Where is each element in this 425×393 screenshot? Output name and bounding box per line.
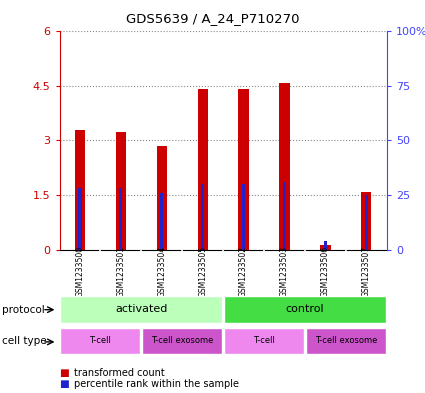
Bar <box>224 328 304 354</box>
Text: GSM1233503: GSM1233503 <box>280 246 289 297</box>
Bar <box>157 146 167 250</box>
Bar <box>160 193 163 250</box>
Bar <box>320 245 331 250</box>
Bar <box>306 328 386 354</box>
Text: GSM1233501: GSM1233501 <box>116 246 125 297</box>
Bar <box>224 296 386 323</box>
Bar <box>238 88 249 250</box>
Bar <box>242 184 245 250</box>
Text: T-cell exosome: T-cell exosome <box>151 336 213 345</box>
Text: transformed count: transformed count <box>74 367 165 378</box>
Text: GSM1233505: GSM1233505 <box>198 246 207 297</box>
Bar <box>75 130 85 250</box>
Bar <box>201 184 204 250</box>
Bar <box>142 328 222 354</box>
Bar <box>324 241 327 250</box>
Bar <box>60 296 222 323</box>
Text: cell type: cell type <box>2 336 47 346</box>
Bar <box>365 195 368 250</box>
Text: ■: ■ <box>60 379 69 389</box>
Bar <box>279 83 289 250</box>
Text: GDS5639 / A_24_P710270: GDS5639 / A_24_P710270 <box>126 12 299 25</box>
Bar <box>116 132 126 250</box>
Text: percentile rank within the sample: percentile rank within the sample <box>74 379 239 389</box>
Text: activated: activated <box>115 305 167 314</box>
Text: GSM1233500: GSM1233500 <box>76 246 85 297</box>
Bar <box>78 189 82 250</box>
Bar <box>198 89 208 250</box>
Text: T-cell: T-cell <box>253 336 275 345</box>
Text: GSM1233502: GSM1233502 <box>239 246 248 297</box>
Text: GSM1233506: GSM1233506 <box>321 246 330 297</box>
Text: T-cell exosome: T-cell exosome <box>314 336 377 345</box>
Text: protocol: protocol <box>2 305 45 315</box>
Bar <box>60 328 141 354</box>
Text: GSM1233507: GSM1233507 <box>362 246 371 297</box>
Text: T-cell: T-cell <box>90 336 111 345</box>
Bar <box>119 189 122 250</box>
Bar <box>361 192 371 250</box>
Text: GSM1233504: GSM1233504 <box>157 246 166 297</box>
Text: ■: ■ <box>60 367 69 378</box>
Text: control: control <box>286 305 324 314</box>
Bar <box>283 182 286 250</box>
